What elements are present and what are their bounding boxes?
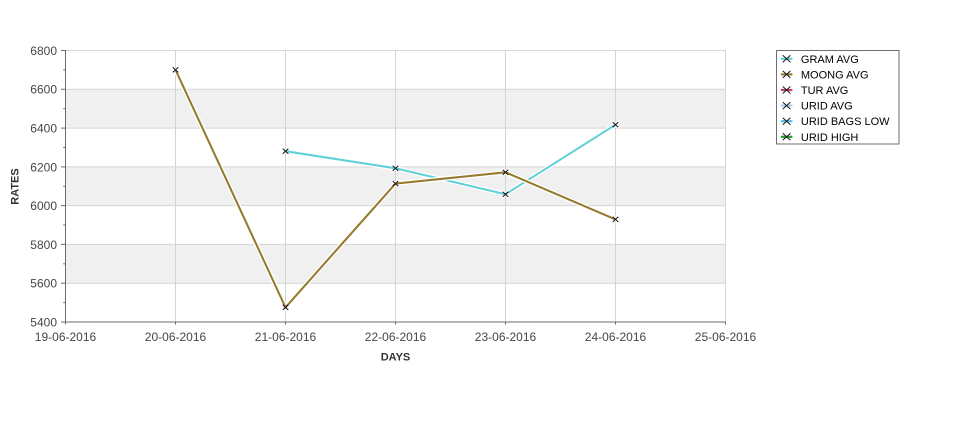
svg-text:25-06-2016: 25-06-2016 — [695, 330, 757, 344]
svg-text:DAYS: DAYS — [381, 352, 411, 364]
svg-text:5600: 5600 — [30, 277, 57, 291]
svg-text:TUR AVG: TUR AVG — [801, 85, 848, 97]
svg-text:24-06-2016: 24-06-2016 — [585, 330, 647, 344]
svg-text:6000: 6000 — [30, 199, 57, 213]
svg-text:URID HIGH: URID HIGH — [801, 132, 859, 144]
svg-text:21-06-2016: 21-06-2016 — [255, 330, 317, 344]
svg-text:5800: 5800 — [30, 238, 57, 252]
svg-text:6800: 6800 — [30, 44, 57, 58]
svg-text:RATES: RATES — [10, 168, 22, 204]
svg-text:23-06-2016: 23-06-2016 — [475, 330, 537, 344]
svg-text:URID AVG: URID AVG — [801, 101, 853, 113]
svg-text:6200: 6200 — [30, 160, 57, 174]
svg-text:URID BAGS LOW: URID BAGS LOW — [801, 116, 890, 128]
svg-text:6400: 6400 — [30, 122, 57, 136]
svg-text:19-06-2016: 19-06-2016 — [35, 330, 97, 344]
svg-text:22-06-2016: 22-06-2016 — [365, 330, 427, 344]
svg-text:6600: 6600 — [30, 83, 57, 97]
svg-text:20-06-2016: 20-06-2016 — [145, 330, 207, 344]
svg-text:MOONG AVG: MOONG AVG — [801, 69, 869, 81]
svg-text:5400: 5400 — [30, 315, 57, 329]
svg-text:GRAM AVG: GRAM AVG — [801, 54, 859, 66]
